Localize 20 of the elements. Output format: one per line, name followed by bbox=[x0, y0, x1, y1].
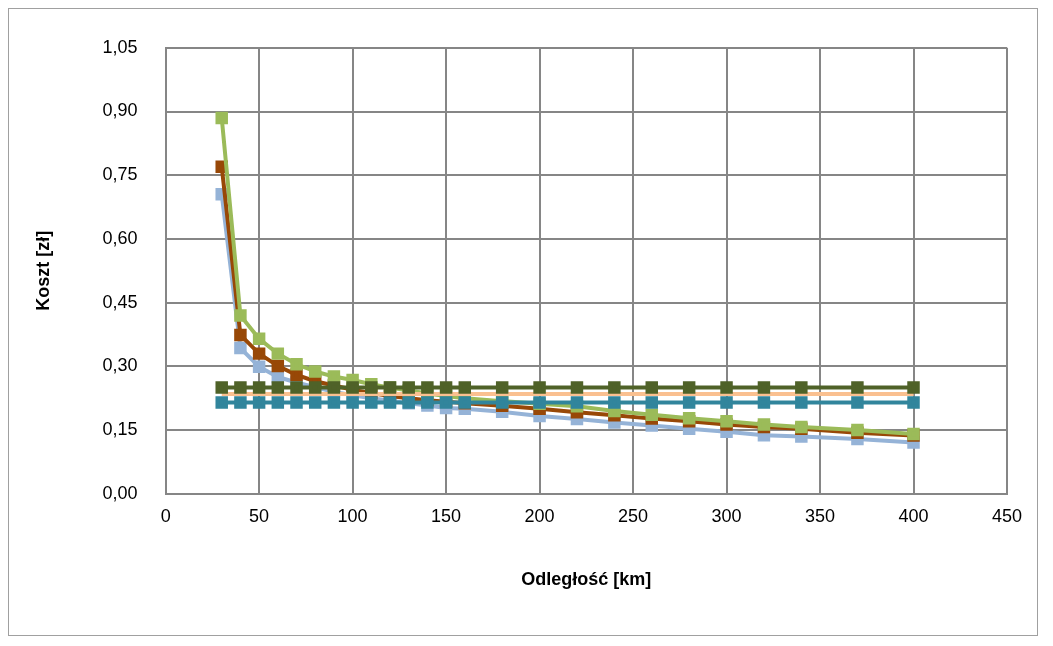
x-tick-label: 50 bbox=[249, 505, 270, 526]
y-tick-label: 0,90 bbox=[102, 100, 138, 121]
y-tick-label: 0,45 bbox=[102, 291, 138, 312]
x-tick-label: 250 bbox=[618, 505, 649, 526]
y-tick-label: 1,05 bbox=[102, 36, 138, 57]
x-tick-label: 350 bbox=[805, 505, 836, 526]
x-tick-label: 400 bbox=[898, 505, 929, 526]
x-tick-label: 200 bbox=[524, 505, 555, 526]
x-tick-label: 0 bbox=[160, 505, 171, 526]
y-axis-title: Koszt [zł] bbox=[32, 230, 53, 311]
x-tick-label: 100 bbox=[337, 505, 368, 526]
y-tick-label: 0,75 bbox=[102, 164, 138, 185]
x-axis-title: Odległość [km] bbox=[521, 569, 652, 590]
y-tick-label: 0,15 bbox=[102, 419, 138, 440]
y-tick-label: 0,60 bbox=[102, 227, 138, 248]
x-tick-label: 300 bbox=[711, 505, 742, 526]
x-tick-label: 450 bbox=[991, 505, 1023, 526]
y-tick-label: 0,30 bbox=[102, 355, 138, 376]
x-tick-label: 150 bbox=[431, 505, 462, 526]
y-tick-label: 0,00 bbox=[102, 482, 138, 503]
